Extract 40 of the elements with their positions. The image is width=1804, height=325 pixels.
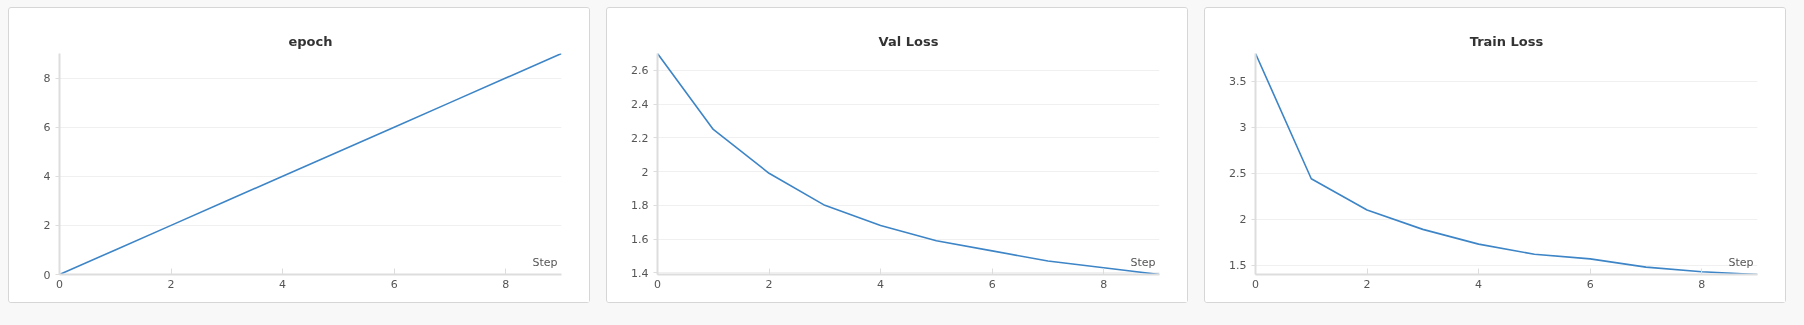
line-series xyxy=(59,53,562,275)
y-tick-label: 4 xyxy=(43,170,51,184)
line-series xyxy=(657,53,1160,275)
x-tick-label: 4 xyxy=(877,277,885,291)
x-tick-label: 2 xyxy=(167,277,175,291)
chart-title: Val Loss xyxy=(878,33,939,49)
x-tick-label: 0 xyxy=(56,277,63,291)
y-tick-label: 2.5 xyxy=(1229,167,1247,181)
x-tick-label: 4 xyxy=(1475,277,1483,291)
y-tick-label: 2 xyxy=(1239,213,1247,227)
x-tick-label: 4 xyxy=(279,277,287,291)
y-tick-label: 8 xyxy=(43,72,51,86)
x-axis-title: Step xyxy=(532,255,558,269)
x-axis-title: Step xyxy=(1130,255,1156,269)
x-tick-label: 2 xyxy=(1363,277,1371,291)
y-tick-label: 1.5 xyxy=(1229,259,1247,273)
y-tick-label: 3 xyxy=(1239,121,1247,135)
x-axis-title: Step xyxy=(1728,255,1754,269)
chart-title: epoch xyxy=(288,33,333,49)
y-tick-label: 1.6 xyxy=(631,233,649,247)
x-tick-label: 6 xyxy=(988,277,996,291)
y-tick-label: 2.2 xyxy=(631,131,649,145)
y-tick-label: 2.6 xyxy=(631,64,649,78)
y-tick-label: 2 xyxy=(641,165,649,179)
x-tick-label: 6 xyxy=(1586,277,1594,291)
y-tick-label: 1.4 xyxy=(631,266,649,280)
y-tick-label: 3.5 xyxy=(1229,75,1247,89)
y-tick-label: 2.4 xyxy=(631,98,649,112)
x-tick-label: 8 xyxy=(1100,277,1108,291)
x-tick-label: 0 xyxy=(654,277,661,291)
y-tick-label: 1.8 xyxy=(631,199,649,213)
y-tick-label: 2 xyxy=(43,219,51,233)
x-tick-label: 2 xyxy=(765,277,773,291)
y-tick-label: 6 xyxy=(43,121,51,135)
x-tick-label: 8 xyxy=(1698,277,1706,291)
y-tick-label: 0 xyxy=(43,268,51,282)
x-tick-label: 8 xyxy=(502,277,510,291)
x-tick-label: 6 xyxy=(390,277,398,291)
chart-title: Train Loss xyxy=(1469,33,1544,49)
x-tick-label: 0 xyxy=(1252,277,1259,291)
